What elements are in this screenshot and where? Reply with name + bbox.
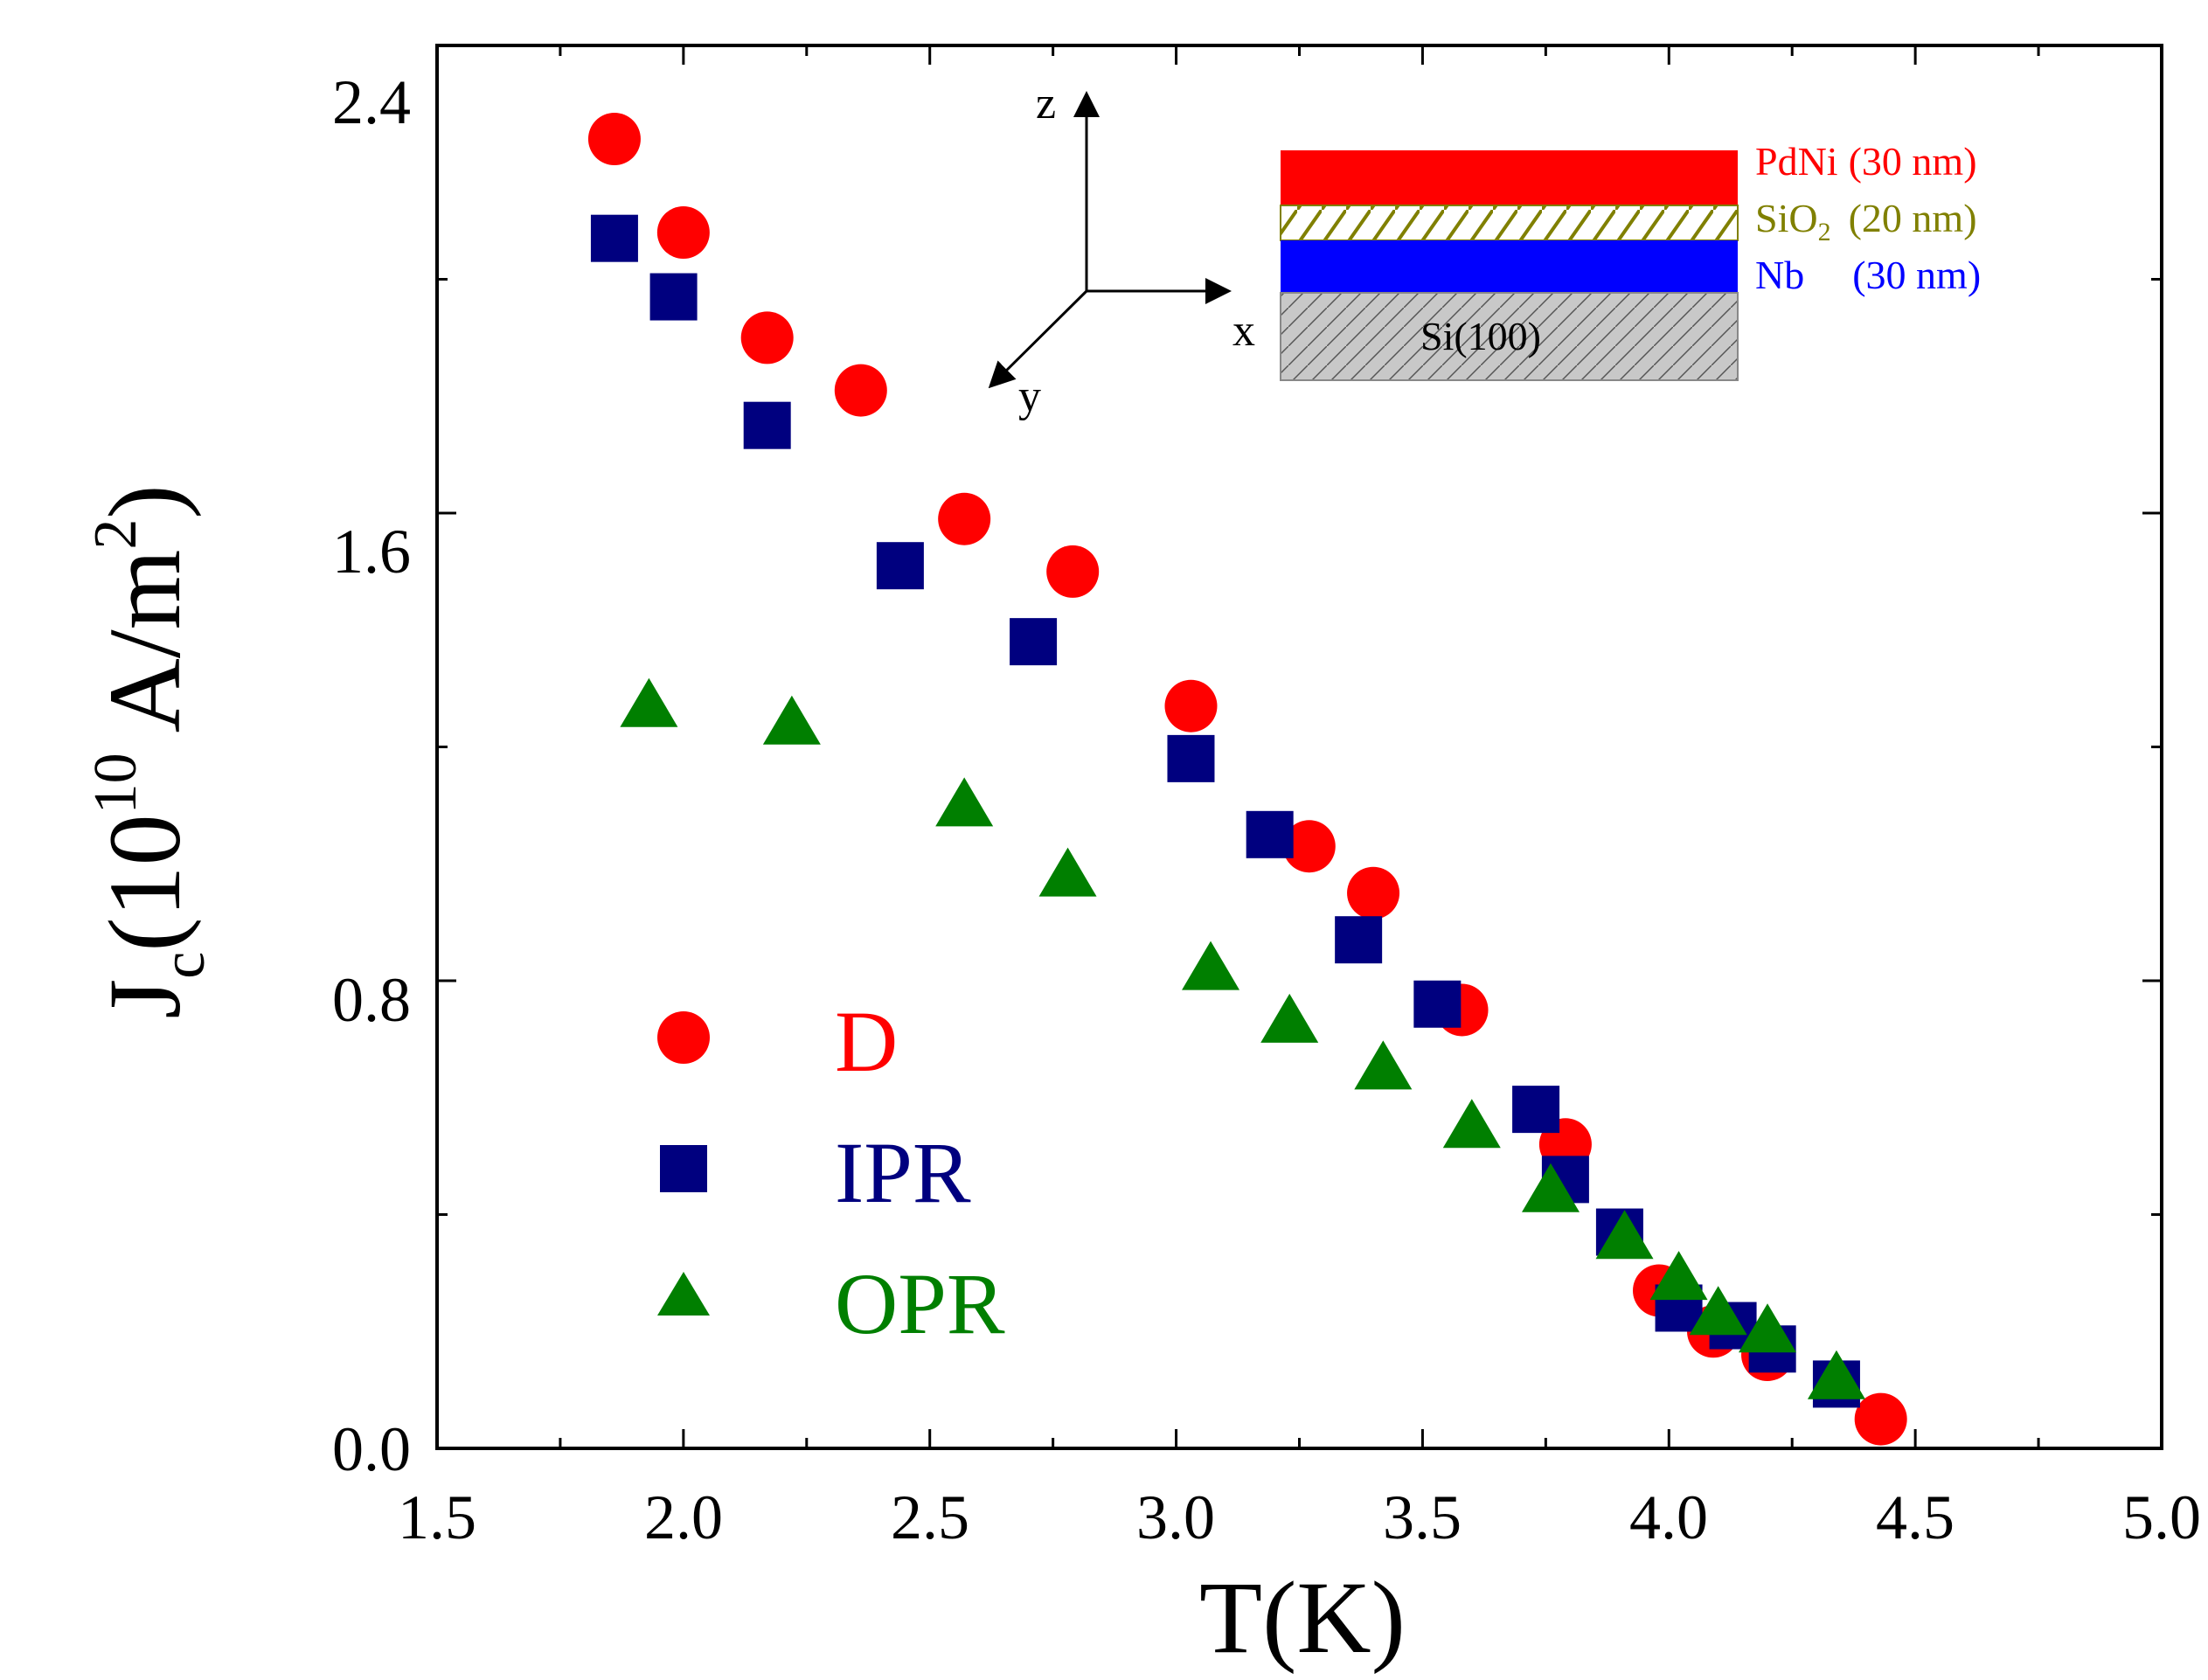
data-point-opr bbox=[1354, 1040, 1413, 1090]
legend-label-opr: OPR bbox=[835, 1255, 1005, 1352]
y-tick-label: 2.4 bbox=[332, 67, 411, 137]
data-point-d bbox=[1854, 1392, 1907, 1446]
axis-ticks bbox=[435, 44, 2163, 1450]
layer-pdni bbox=[1281, 150, 1738, 205]
data-point-opr bbox=[1649, 1251, 1708, 1301]
layer-label-pdni-thickness: (30 nm) bbox=[1849, 139, 1977, 184]
data-point-opr bbox=[1038, 847, 1097, 897]
x-tick-label: 3.5 bbox=[1383, 1482, 1462, 1552]
data-point-ipr bbox=[743, 401, 791, 449]
inset-y-axis bbox=[988, 289, 1088, 389]
legend-marker-ipr bbox=[660, 1145, 707, 1192]
legend-marker-d bbox=[657, 1011, 710, 1064]
x-tick-label: 3.0 bbox=[1136, 1482, 1215, 1552]
data-point-opr bbox=[1739, 1303, 1797, 1353]
layer-label-pdni-name: PdNi bbox=[1755, 139, 1838, 184]
x-tick-label: 4.5 bbox=[1876, 1482, 1955, 1552]
data-point-opr bbox=[1689, 1286, 1747, 1336]
data-point-opr bbox=[1182, 941, 1240, 990]
layer-label-sio2-thickness: (20 nm) bbox=[1849, 196, 1977, 240]
data-point-ipr bbox=[1335, 916, 1383, 964]
y-axis-title-unit-exponent: 2 bbox=[82, 519, 149, 550]
data-point-d bbox=[587, 113, 641, 165]
x-tick-label: 2.5 bbox=[891, 1482, 969, 1552]
data-point-d bbox=[1347, 866, 1400, 920]
layer-si-substrate bbox=[1280, 292, 1739, 381]
y-tick-label: 0.0 bbox=[332, 1414, 411, 1484]
data-point-d bbox=[938, 492, 991, 545]
data-point-ipr bbox=[590, 214, 638, 262]
x-tick-label: 1.5 bbox=[398, 1482, 476, 1552]
x-axis-title: T(K) bbox=[1199, 1560, 1406, 1675]
data-point-ipr bbox=[1413, 980, 1462, 1028]
data-point-opr bbox=[1260, 993, 1319, 1043]
layer-si-label: Si(100) bbox=[1420, 314, 1541, 358]
x-tick-label: 2.0 bbox=[644, 1482, 723, 1552]
data-point-ipr bbox=[1246, 810, 1294, 858]
layer-label-pdni: PdNi (30 nm) bbox=[1755, 139, 1977, 184]
x-tick-labels: 1.5 2.0 2.5 3.0 3.5 4.0 4.5 5.0 bbox=[398, 1482, 2201, 1552]
layer-sio2 bbox=[1280, 205, 1739, 241]
data-point-d bbox=[656, 206, 710, 259]
data-point-ipr bbox=[876, 542, 924, 590]
data-point-ipr bbox=[1167, 734, 1215, 782]
inset-axes: z x y bbox=[988, 79, 1255, 421]
data-point-opr bbox=[762, 695, 821, 745]
y-axis-title-main: J bbox=[87, 979, 202, 1019]
layer-label-sio2-subscript: 2 bbox=[1818, 218, 1831, 246]
data-point-ipr bbox=[1010, 618, 1058, 666]
y-tick-label: 1.6 bbox=[332, 517, 411, 587]
data-point-opr bbox=[1807, 1350, 1865, 1399]
y-tick-labels: 0.0 0.8 1.6 2.4 bbox=[332, 67, 411, 1484]
layer-label-nb: Nb (30 nm) bbox=[1755, 253, 1981, 297]
data-point-ipr bbox=[1512, 1086, 1560, 1134]
data-point-d bbox=[1046, 545, 1100, 598]
legend: D IPR OPR bbox=[657, 993, 1005, 1352]
y-axis-title-open: ( bbox=[87, 917, 202, 951]
inset-x-label: x bbox=[1232, 306, 1255, 356]
data-point-opr bbox=[935, 777, 994, 827]
data-point-opr bbox=[1595, 1210, 1654, 1260]
data-point-d bbox=[740, 311, 794, 364]
data-point-d bbox=[1164, 679, 1218, 732]
inset-layer-stack: Si(100) PdNi (30 nm) SiO2 (20 nm) Nb (30 nm… bbox=[1280, 139, 1981, 381]
y-axis-title-base: 10 bbox=[87, 814, 202, 917]
legend-label-ipr: IPR bbox=[835, 1124, 971, 1221]
layer-label-sio2: SiO2 (20 nm) bbox=[1755, 196, 1977, 246]
series-ipr bbox=[590, 214, 1860, 1408]
layer-label-nb-name: Nb bbox=[1755, 253, 1804, 297]
layer-label-sio2-name: SiO bbox=[1755, 196, 1818, 240]
inset-z-label: z bbox=[1036, 79, 1056, 128]
data-point-opr bbox=[1521, 1163, 1580, 1212]
data-point-ipr bbox=[649, 273, 698, 321]
y-tick-label: 0.8 bbox=[332, 965, 411, 1035]
data-point-opr bbox=[620, 677, 678, 727]
data-point-d bbox=[1282, 820, 1336, 873]
legend-label-d: D bbox=[835, 993, 898, 1090]
y-axis-title-exponent: 10 bbox=[82, 753, 149, 814]
y-axis-title-close: ) bbox=[87, 484, 202, 518]
layer-nb bbox=[1281, 240, 1738, 293]
data-point-opr bbox=[1442, 1099, 1501, 1149]
inset-y-label: y bbox=[1018, 371, 1041, 421]
data-point-d bbox=[834, 364, 887, 417]
y-axis-title: Jc(1010 A/m2) bbox=[82, 484, 218, 1018]
legend-marker-opr bbox=[657, 1272, 710, 1316]
series-opr bbox=[620, 677, 1865, 1399]
y-axis-title-unit: A/m bbox=[87, 550, 202, 753]
x-tick-label: 4.0 bbox=[1629, 1482, 1708, 1552]
x-tick-label: 5.0 bbox=[2122, 1482, 2201, 1552]
layer-label-nb-thickness: (30 nm) bbox=[1852, 253, 1981, 297]
y-axis-title-subscript: c bbox=[150, 952, 218, 979]
